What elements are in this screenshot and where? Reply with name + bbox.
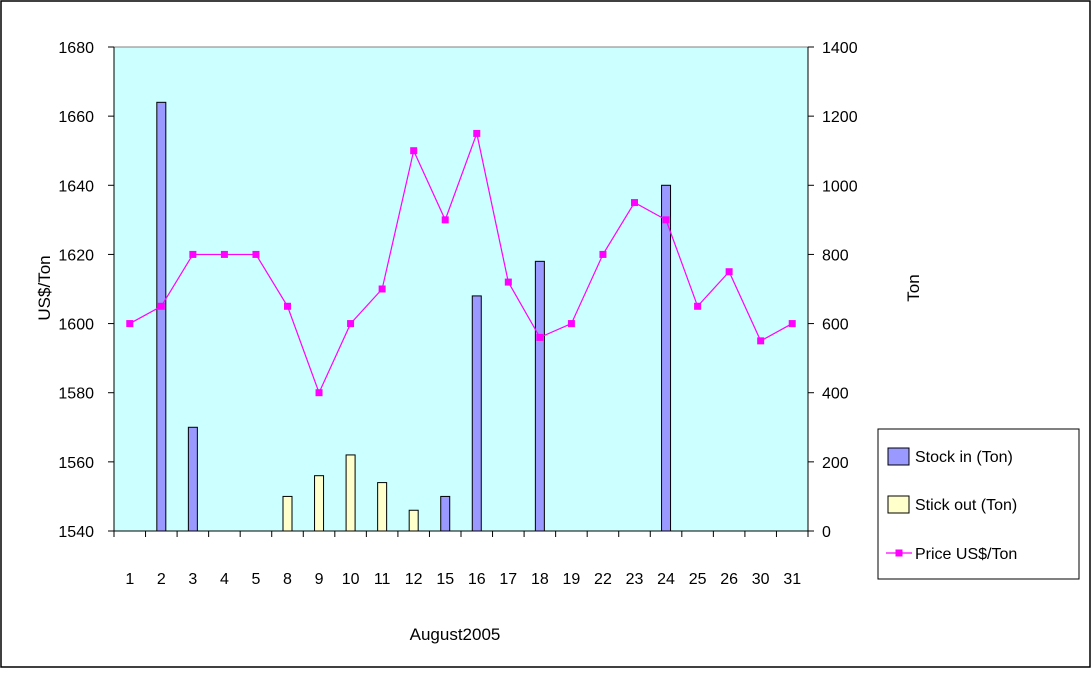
price-line (129, 131, 793, 395)
price-point-8 (284, 302, 291, 310)
left-tick-label-1640: 1640 (58, 178, 94, 195)
price-point-19 (567, 320, 575, 328)
price-point-1 (126, 320, 134, 328)
price-point-18 (536, 333, 544, 341)
bar-stock-in-2 (156, 101, 167, 532)
right-tick-label-1000: 1000 (822, 178, 858, 195)
x-tick-label-8: 8 (283, 571, 292, 588)
x-tick-label-3: 3 (188, 571, 197, 588)
left-tick-label-1580: 1580 (58, 386, 94, 403)
price-point-2 (157, 302, 165, 310)
right-tick-label-600: 600 (822, 317, 849, 334)
price-point-3 (189, 250, 197, 258)
x-tick-label-16: 16 (468, 571, 486, 588)
price-point-17 (504, 278, 512, 286)
price-point-16 (473, 129, 481, 137)
bar-stick-out-10 (345, 454, 356, 532)
right-tick-label-1400: 1400 (822, 40, 858, 57)
x-tick-label-26: 26 (720, 571, 738, 588)
bar-stick-out-9 (314, 475, 325, 532)
axes-layer: 1540156015801600162016401660168002004006… (58, 40, 857, 588)
x-tick-label-11: 11 (374, 571, 391, 588)
price-point-5 (252, 250, 260, 258)
x-tick-label-19: 19 (563, 571, 581, 588)
legend-label-stick-out: Stick out (Ton) (915, 497, 1017, 514)
legend-label-stock-in: Stock in (Ton) (915, 449, 1013, 466)
left-tick-label-1680: 1680 (58, 40, 94, 57)
legend-label-price: Price US$/Ton (915, 546, 1017, 563)
x-tick-label-24: 24 (657, 571, 675, 588)
bar-stock-in-3 (187, 426, 198, 532)
x-tick-label-5: 5 (252, 571, 261, 588)
bar-stock-in-24 (661, 184, 672, 532)
left-tick-label-1540: 1540 (58, 524, 94, 541)
right-tick-label-0: 0 (822, 524, 831, 541)
x-tick-label-9: 9 (315, 571, 324, 588)
plot-background (113, 46, 809, 532)
legend-swatch-price-marker (895, 549, 903, 557)
price-line-layer (126, 129, 796, 397)
price-point-4 (220, 250, 228, 258)
right-tick-label-800: 800 (822, 247, 849, 264)
price-point-24 (662, 216, 670, 224)
left-axis-title: US$/Ton (35, 255, 54, 320)
right-tick-label-400: 400 (822, 386, 849, 403)
right-tick-label-1200: 1200 (822, 109, 858, 126)
price-point-10 (347, 320, 355, 328)
bar-stock-in-18 (534, 260, 545, 532)
right-axis-title: Ton (904, 274, 923, 301)
x-tick-label-23: 23 (626, 571, 644, 588)
x-tick-label-2: 2 (157, 571, 166, 588)
bar-stock-in-15 (440, 495, 451, 532)
left-tick-label-1560: 1560 (58, 455, 94, 472)
x-tick-label-31: 31 (783, 571, 801, 588)
price-point-26 (725, 268, 733, 276)
x-tick-label-10: 10 (342, 571, 360, 588)
x-tick-label-22: 22 (594, 571, 612, 588)
bar-stock-in-16 (471, 295, 482, 532)
left-tick-label-1600: 1600 (58, 317, 94, 334)
x-tick-label-18: 18 (531, 571, 549, 588)
legend: Stock in (Ton) Stick out (Ton) Price US$… (877, 428, 1080, 580)
left-tick-label-1660: 1660 (58, 109, 94, 126)
x-tick-label-12: 12 (405, 571, 423, 588)
x-tick-label-25: 25 (689, 571, 707, 588)
price-point-23 (631, 199, 638, 207)
x-tick-label-17: 17 (499, 571, 517, 588)
right-tick-label-200: 200 (822, 455, 849, 472)
price-point-22 (599, 250, 607, 258)
price-point-12 (410, 147, 418, 155)
price-point-15 (441, 216, 449, 224)
x-tick-label-15: 15 (436, 571, 454, 588)
price-point-9 (315, 389, 323, 397)
x-tick-label-30: 30 (752, 571, 770, 588)
legend-swatch-stock-in (887, 447, 910, 466)
x-tick-label-1: 1 (125, 571, 134, 588)
bar-stick-out-12 (408, 509, 419, 532)
price-point-25 (694, 302, 702, 310)
price-point-30 (757, 337, 765, 345)
price-point-31 (788, 320, 796, 328)
bar-stick-out-8 (282, 495, 293, 532)
price-point-11 (378, 285, 386, 293)
legend-box (877, 428, 1080, 580)
bar-stick-out-11 (377, 482, 388, 532)
left-tick-label-1620: 1620 (58, 247, 94, 264)
x-axis-title: August2005 (410, 625, 501, 644)
legend-swatch-stick-out (887, 495, 910, 514)
x-tick-label-4: 4 (220, 571, 229, 588)
